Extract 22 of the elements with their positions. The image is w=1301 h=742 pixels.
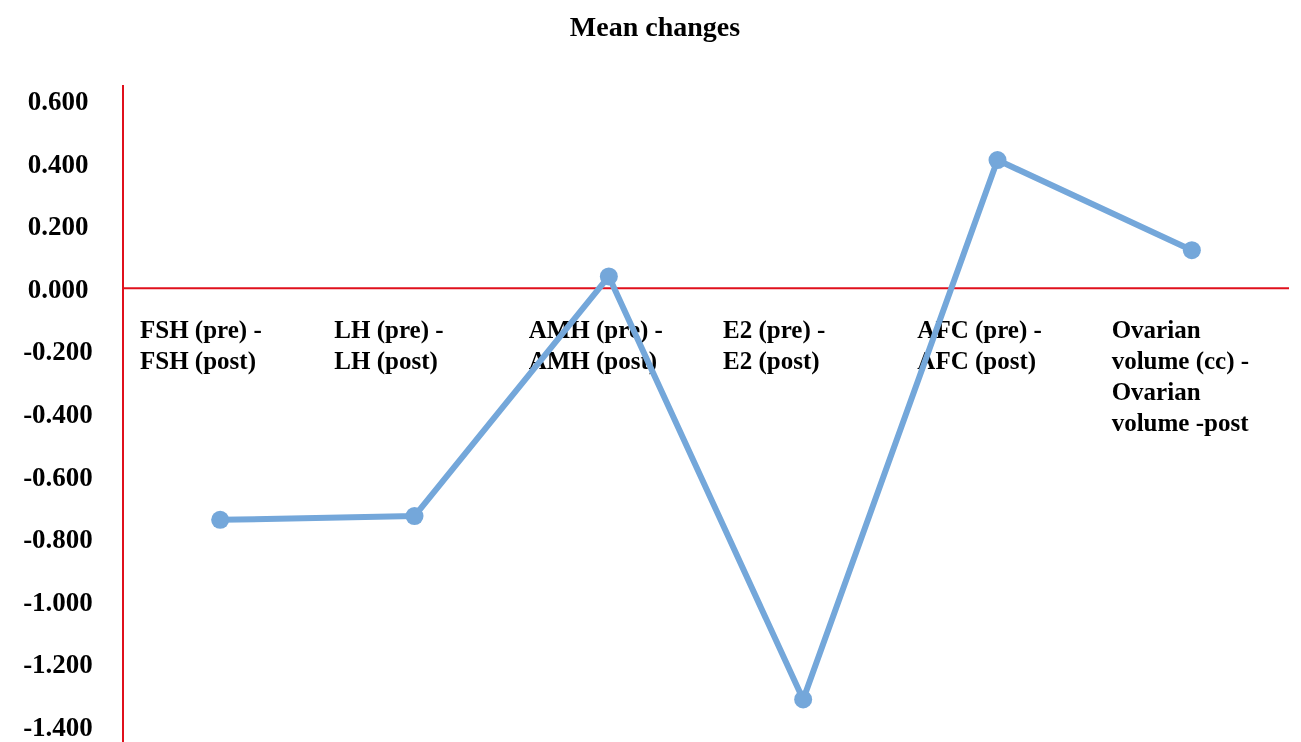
- y-tick-label: 0.600: [27, 86, 89, 117]
- y-tick-label: -1.400: [23, 711, 93, 742]
- y-tick-label: -0.800: [23, 524, 93, 555]
- x-tick-label: Ovarian volume (cc) - Ovarian volume -post: [1111, 316, 1250, 437]
- y-tick-label: -1.000: [23, 586, 93, 617]
- point: [1182, 241, 1201, 260]
- x-tick-label: E2 (pre) - E2 (post): [723, 316, 826, 376]
- y-tick-label: -0.600: [23, 461, 93, 492]
- y-tick-label: -0.200: [23, 336, 93, 367]
- point: [988, 151, 1007, 170]
- y-tick-label: -1.200: [23, 649, 93, 680]
- y-tick-label: 0.000: [27, 273, 89, 304]
- point: [405, 507, 424, 526]
- chart-title: Mean changes: [569, 11, 741, 42]
- point: [211, 510, 230, 529]
- x-tick-label: FSH (pre) - FSH (post): [140, 316, 262, 376]
- y-tick-label: -0.400: [23, 398, 93, 429]
- y-tick-label: 0.200: [27, 211, 89, 242]
- point: [599, 267, 618, 286]
- y-tick-label: 0.400: [27, 148, 89, 179]
- x-tick-label: LH (pre) - LH (post): [334, 316, 444, 376]
- point: [794, 690, 813, 709]
